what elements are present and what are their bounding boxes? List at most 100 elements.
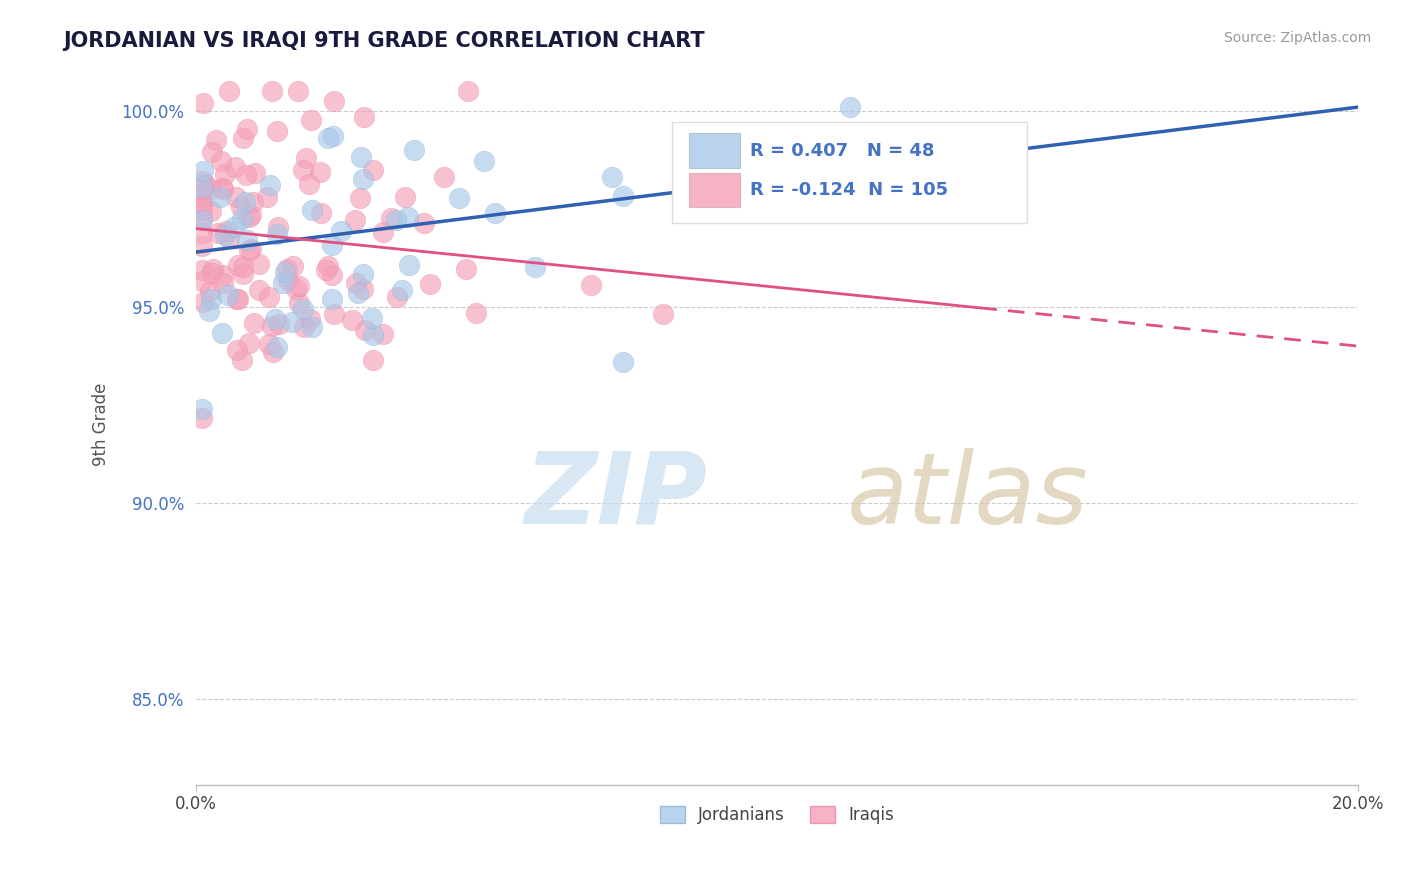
Point xyxy=(191,163,214,178)
Point xyxy=(309,165,332,179)
Point xyxy=(361,327,384,342)
Point xyxy=(247,257,270,271)
Point xyxy=(212,268,235,282)
FancyBboxPatch shape xyxy=(672,121,1026,223)
Point xyxy=(449,191,471,205)
Point xyxy=(288,278,311,293)
Point xyxy=(243,317,266,331)
Point xyxy=(344,277,367,291)
Point xyxy=(484,205,506,219)
Point xyxy=(652,307,675,321)
Point xyxy=(200,182,222,196)
Point xyxy=(226,258,249,272)
Point xyxy=(207,226,229,240)
Point xyxy=(321,238,343,252)
Point xyxy=(231,211,253,226)
Point xyxy=(226,293,249,307)
Point xyxy=(271,276,294,290)
Point xyxy=(454,261,477,276)
Point xyxy=(361,352,384,367)
Point xyxy=(299,113,322,128)
Point xyxy=(291,163,314,178)
Point xyxy=(259,290,281,304)
Point xyxy=(209,190,232,204)
Text: Source: ZipAtlas.com: Source: ZipAtlas.com xyxy=(1223,31,1371,45)
Point xyxy=(301,320,323,334)
Point xyxy=(391,283,413,297)
Point xyxy=(316,259,339,273)
Point xyxy=(191,182,214,196)
Text: atlas: atlas xyxy=(846,448,1088,545)
Point xyxy=(191,212,214,227)
Point xyxy=(200,203,222,218)
Point xyxy=(349,191,371,205)
Point xyxy=(204,133,226,147)
Point xyxy=(191,295,214,310)
Point xyxy=(600,169,623,184)
Point xyxy=(288,296,311,310)
Point xyxy=(191,410,214,425)
Point xyxy=(231,352,253,367)
Point xyxy=(323,94,346,108)
Point xyxy=(232,267,254,281)
Point xyxy=(612,355,634,369)
Point xyxy=(191,227,214,241)
Point xyxy=(419,277,441,292)
Point xyxy=(191,95,214,110)
Point xyxy=(191,239,214,253)
Point xyxy=(266,124,288,138)
Point xyxy=(214,167,236,181)
Point xyxy=(266,227,288,241)
Point xyxy=(349,150,371,164)
Point xyxy=(191,402,214,417)
Point xyxy=(267,219,290,234)
Point xyxy=(202,262,225,277)
Point xyxy=(191,190,214,204)
Point xyxy=(294,320,316,334)
Point xyxy=(457,85,479,99)
Point xyxy=(398,259,420,273)
Point xyxy=(287,85,309,99)
Point xyxy=(238,210,260,224)
Text: R = -0.124  N = 105: R = -0.124 N = 105 xyxy=(751,181,949,199)
Point xyxy=(340,313,363,327)
Point xyxy=(218,85,240,99)
Point xyxy=(353,110,375,124)
Point xyxy=(839,100,862,114)
Point xyxy=(191,213,214,227)
Point xyxy=(242,195,264,210)
Point xyxy=(266,340,288,354)
Point xyxy=(214,228,236,243)
Point xyxy=(256,190,278,204)
Point xyxy=(315,263,337,277)
Point xyxy=(235,168,257,182)
Point xyxy=(191,202,214,217)
Text: ZIP: ZIP xyxy=(524,448,707,545)
Point xyxy=(396,210,419,224)
Point xyxy=(226,292,249,306)
Point xyxy=(194,178,217,192)
Point xyxy=(232,260,254,275)
Point xyxy=(262,345,284,359)
Point xyxy=(200,284,222,298)
Point xyxy=(240,242,263,256)
Point xyxy=(612,189,634,203)
Point xyxy=(283,260,305,274)
Point xyxy=(579,277,602,292)
Point xyxy=(224,160,246,174)
Point xyxy=(298,177,321,191)
Point xyxy=(321,268,343,283)
Point xyxy=(211,326,233,341)
Point xyxy=(215,224,238,238)
Point xyxy=(352,171,374,186)
Point xyxy=(238,243,260,257)
Point xyxy=(385,212,408,227)
Point xyxy=(524,260,547,274)
Point xyxy=(385,290,408,304)
Point xyxy=(295,151,318,165)
Point xyxy=(262,85,284,99)
Point xyxy=(218,231,240,245)
Point xyxy=(200,292,222,306)
Point xyxy=(323,307,346,321)
Point xyxy=(472,154,495,169)
